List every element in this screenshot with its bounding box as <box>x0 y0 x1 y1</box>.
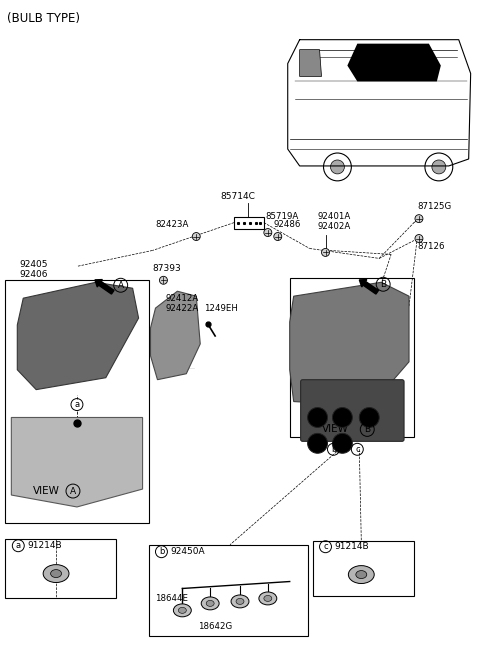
Ellipse shape <box>43 565 69 583</box>
Ellipse shape <box>201 597 219 610</box>
Text: b: b <box>331 445 336 454</box>
Circle shape <box>330 160 344 174</box>
Text: 92402A: 92402A <box>318 222 351 231</box>
Circle shape <box>415 235 423 243</box>
FancyBboxPatch shape <box>300 380 404 441</box>
Polygon shape <box>17 282 139 390</box>
Polygon shape <box>300 50 322 77</box>
Text: 92422A: 92422A <box>166 304 199 313</box>
Ellipse shape <box>356 571 367 579</box>
Text: 92486: 92486 <box>274 220 301 229</box>
Text: a: a <box>74 400 80 409</box>
Text: c: c <box>355 445 360 454</box>
Circle shape <box>192 233 200 241</box>
Text: 87125G: 87125G <box>417 202 451 211</box>
Text: 85719A: 85719A <box>266 212 299 221</box>
Ellipse shape <box>206 600 214 606</box>
Ellipse shape <box>348 565 374 584</box>
Text: A: A <box>118 281 124 290</box>
Circle shape <box>308 434 327 453</box>
Circle shape <box>333 434 352 453</box>
Circle shape <box>308 407 327 428</box>
Circle shape <box>415 215 423 222</box>
Polygon shape <box>151 291 200 380</box>
Ellipse shape <box>173 604 192 617</box>
Circle shape <box>360 407 379 428</box>
Bar <box>5 539 116 598</box>
Text: 92401A: 92401A <box>318 212 351 221</box>
Ellipse shape <box>231 595 249 608</box>
Text: b: b <box>159 547 164 556</box>
Text: B: B <box>364 425 371 434</box>
Text: 18642G: 18642G <box>198 622 232 631</box>
Bar <box>290 278 414 438</box>
Text: A: A <box>70 487 76 495</box>
Text: 92406: 92406 <box>19 270 48 279</box>
Text: c: c <box>323 543 328 551</box>
Polygon shape <box>12 417 143 507</box>
Polygon shape <box>348 44 441 81</box>
Ellipse shape <box>264 596 272 602</box>
Circle shape <box>432 160 446 174</box>
Text: 87126: 87126 <box>417 242 444 251</box>
Ellipse shape <box>236 598 244 604</box>
Text: 91214B: 91214B <box>335 543 369 551</box>
Text: 91214B: 91214B <box>27 541 62 550</box>
Text: 92412A: 92412A <box>166 294 199 302</box>
Circle shape <box>322 249 329 256</box>
Text: 85714C: 85714C <box>221 192 255 201</box>
Bar <box>234 216 264 228</box>
Ellipse shape <box>179 607 186 613</box>
Bar <box>312 541 414 596</box>
Bar <box>148 544 308 636</box>
Text: a: a <box>16 541 21 550</box>
FancyArrow shape <box>360 279 378 294</box>
Text: 1249EH: 1249EH <box>204 304 238 313</box>
Text: B: B <box>380 279 386 289</box>
Circle shape <box>264 228 272 237</box>
Text: (BULB TYPE): (BULB TYPE) <box>7 12 80 25</box>
Text: 18644E: 18644E <box>156 594 189 603</box>
Ellipse shape <box>259 592 277 605</box>
Ellipse shape <box>50 569 61 577</box>
Text: VIEW: VIEW <box>33 486 60 496</box>
Text: 92405: 92405 <box>19 260 48 269</box>
Text: 82423A: 82423A <box>155 220 188 229</box>
Circle shape <box>274 233 282 241</box>
Bar <box>5 280 148 523</box>
Circle shape <box>333 407 352 428</box>
Text: 87393: 87393 <box>153 264 181 273</box>
Text: 92450A: 92450A <box>170 547 205 556</box>
Polygon shape <box>290 282 409 405</box>
Circle shape <box>159 276 168 284</box>
Text: VIEW: VIEW <box>322 424 348 434</box>
FancyArrow shape <box>95 279 114 294</box>
